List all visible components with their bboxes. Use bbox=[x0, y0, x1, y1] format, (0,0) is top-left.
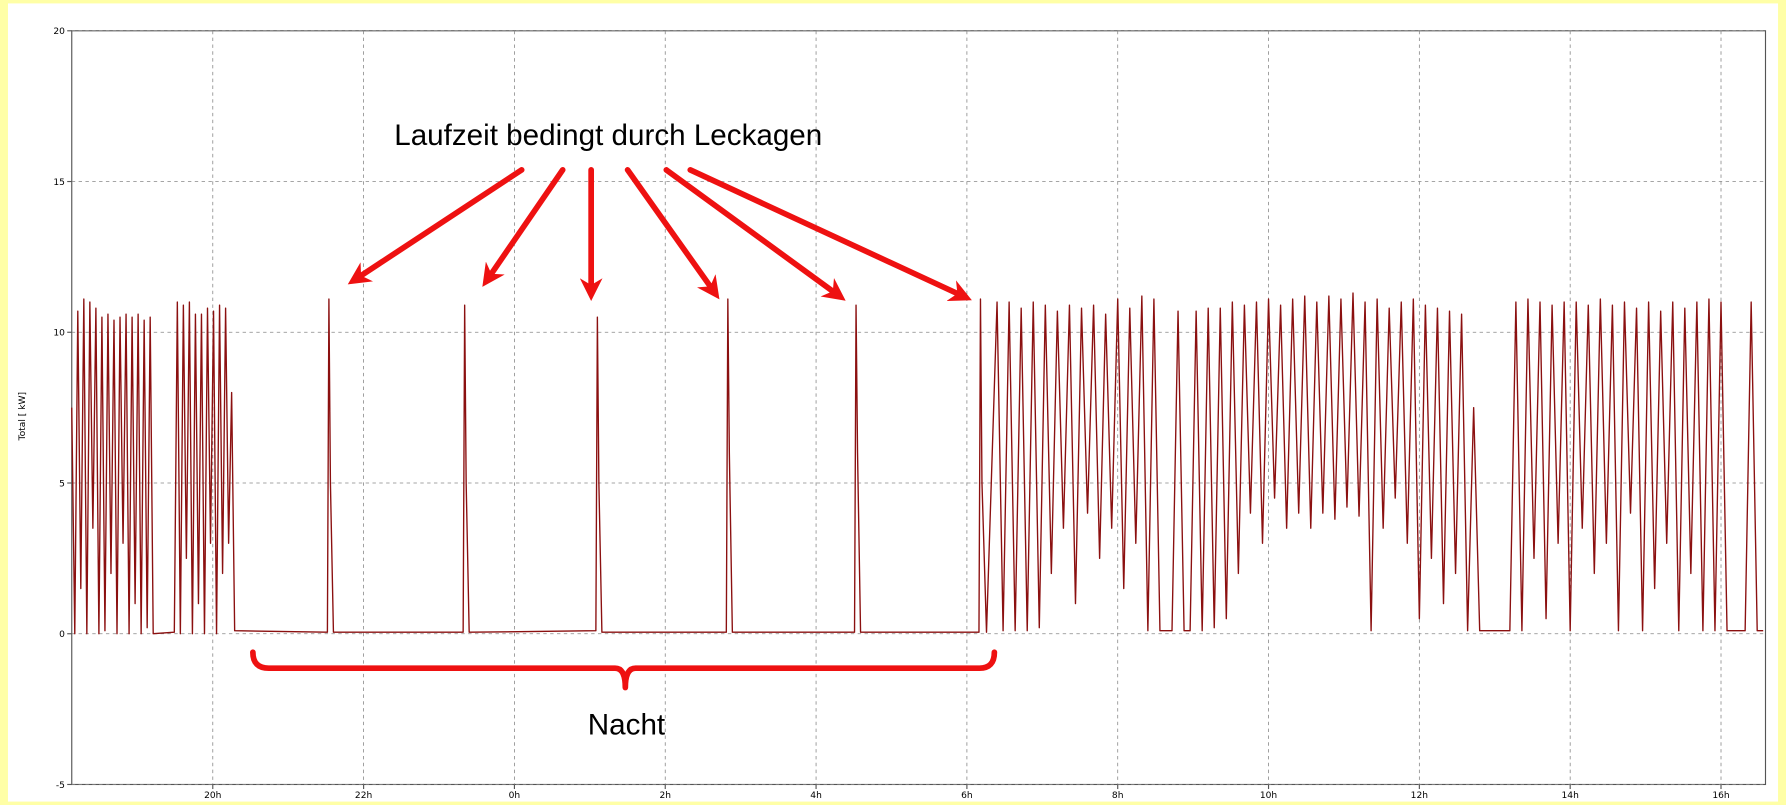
y-tick-label: 5 bbox=[59, 479, 65, 489]
arrow bbox=[347, 167, 525, 285]
x-tick-label: 20h bbox=[204, 791, 221, 801]
y-tick-label: -5 bbox=[56, 781, 65, 791]
plot-frame bbox=[71, 30, 1767, 786]
x-tick-label: 22h bbox=[355, 791, 372, 801]
y-tick-label: 0 bbox=[59, 630, 65, 640]
x-tick-label: 6h bbox=[961, 791, 973, 801]
arrow bbox=[482, 167, 566, 287]
panel bbox=[7, 3, 1779, 802]
y-tick-label: 10 bbox=[53, 329, 65, 339]
arrow bbox=[687, 167, 972, 302]
plot: -5 0 5 10 15 20 20h 22h 0h 2h 4h 6h 8h 10h 12h 14h 16h bbox=[53, 27, 1766, 801]
x-tick-label: 12h bbox=[1411, 791, 1428, 801]
y-tick-label: 20 bbox=[53, 27, 65, 37]
x-tick-label: 4h bbox=[810, 791, 822, 801]
x-tick-label: 10h bbox=[1260, 791, 1277, 801]
x-tick-label: 0h bbox=[509, 791, 521, 801]
night-bracket bbox=[250, 649, 998, 691]
x-tick-label: 8h bbox=[1112, 791, 1124, 801]
arrows bbox=[347, 167, 972, 302]
annotation: Laufzeit bedingt durch Leckagen bbox=[394, 119, 822, 152]
annotation: Nacht bbox=[588, 708, 666, 741]
y-tick-label: 15 bbox=[53, 178, 65, 188]
x-tick-label: 2h bbox=[659, 791, 671, 801]
arrow bbox=[624, 167, 720, 300]
data-line bbox=[71, 292, 1764, 635]
y-axis-label: Total [ kW] bbox=[18, 392, 28, 441]
x-tick-label: 16h bbox=[1712, 791, 1729, 801]
x-tick-label: 14h bbox=[1561, 791, 1578, 801]
arrow bbox=[663, 167, 846, 301]
